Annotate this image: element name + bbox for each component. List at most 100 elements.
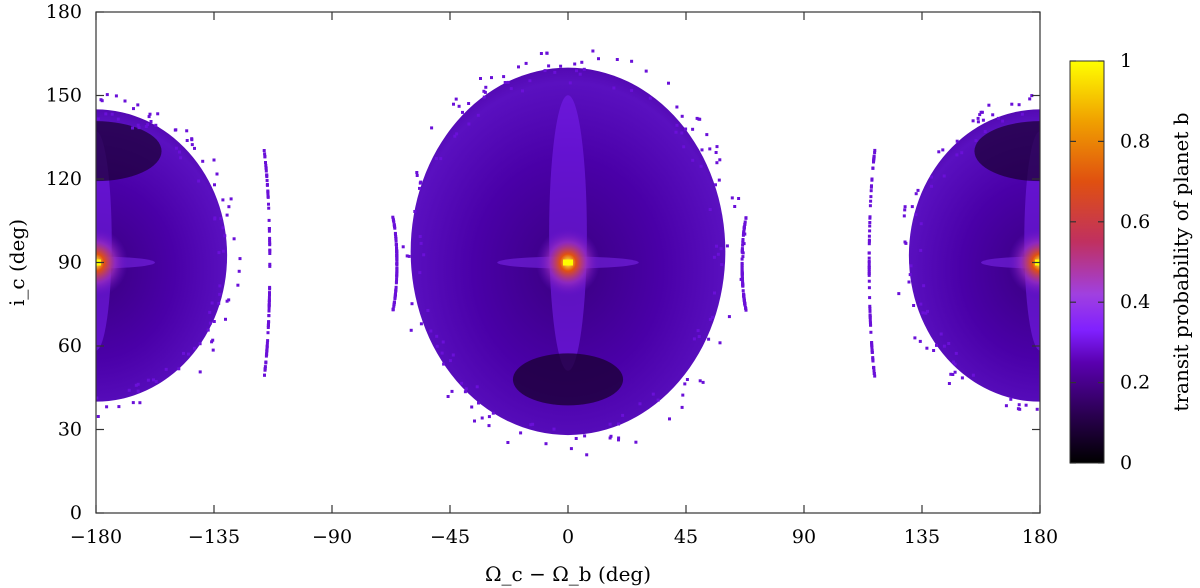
heatmap-cell — [740, 266, 744, 270]
heatmap-cell — [1152, 333, 1155, 336]
heatmap-cell — [543, 69, 547, 73]
heatmap-cell — [267, 300, 271, 304]
heatmap-cell — [741, 282, 745, 286]
heatmap-cell — [953, 370, 957, 374]
colorbar-gradient — [1069, 60, 1105, 464]
y-tick-label: 90 — [58, 252, 82, 274]
heatmap-cell — [1154, 206, 1157, 209]
heatmap-cell — [394, 235, 398, 238]
heatmap-cell — [517, 65, 520, 69]
heatmap-cell — [477, 401, 480, 405]
heatmap-cell — [267, 202, 270, 206]
heatmap-cell — [117, 405, 121, 409]
heatmap-cell — [422, 253, 426, 257]
heatmap-cell — [742, 299, 746, 303]
heatmap-cell — [41, 395, 44, 398]
heatmap-cell — [869, 322, 872, 325]
heatmap-peak — [96, 228, 128, 297]
heatmap-cell — [415, 174, 419, 177]
heatmap-cell — [714, 151, 718, 154]
heatmap-cell — [1164, 184, 1167, 187]
heatmap-cell — [1058, 103, 1061, 106]
heatmap-cell — [742, 292, 745, 296]
heatmap-cell — [983, 130, 987, 133]
x-tick-label: 135 — [904, 526, 940, 548]
heatmap-cell — [741, 243, 745, 247]
heatmap-cell — [265, 345, 269, 349]
heatmap-cell — [1159, 175, 1162, 178]
heatmap-cell — [210, 301, 214, 305]
heatmap-cell — [213, 216, 217, 220]
heatmap-cell — [696, 329, 700, 333]
heatmap-cell — [407, 254, 411, 258]
heatmap-cell — [467, 122, 471, 126]
colorbar-tick-label: 0 — [1120, 452, 1132, 474]
heatmap-cell — [630, 59, 634, 63]
heatmap-cell — [16, 138, 19, 141]
heatmap-cell — [490, 76, 493, 80]
heatmap-cell — [146, 123, 150, 127]
heatmap-cell — [460, 381, 464, 385]
heatmap-cell — [221, 198, 225, 202]
heatmap-cell — [930, 175, 934, 179]
heatmap-cell — [867, 286, 871, 290]
heatmap-cell — [212, 158, 216, 162]
heatmap-cell — [210, 340, 214, 344]
heatmap-cell — [925, 346, 929, 350]
heatmap-cell — [484, 85, 488, 89]
heatmap-cell — [395, 270, 399, 273]
heatmap-cell — [426, 309, 430, 312]
heatmap-cell — [491, 411, 495, 415]
heatmap-cell — [1162, 261, 1165, 264]
heatmap-cell — [224, 317, 227, 321]
heatmap-cell — [947, 342, 951, 345]
heatmap-cell — [393, 226, 397, 230]
heatmap-cell — [1142, 156, 1145, 159]
heatmap-cell — [742, 295, 746, 299]
colorbar-tick-label: 0.4 — [1120, 291, 1150, 313]
heatmap-cell — [263, 367, 267, 370]
heatmap-cell — [727, 315, 731, 319]
heatmap-cell — [909, 264, 913, 268]
heatmap-cell — [503, 81, 507, 84]
heatmap-cell — [164, 367, 168, 371]
heatmap-dark-patch — [974, 121, 1040, 182]
heatmap-cell — [870, 177, 874, 181]
heatmap-cell — [870, 345, 874, 349]
x-tick-label: −135 — [188, 526, 240, 548]
heatmap-cell — [708, 317, 712, 321]
heatmap-cell — [742, 232, 745, 236]
heatmap-cell — [144, 125, 148, 128]
y-tick-label: 30 — [58, 419, 82, 441]
heatmap-cell — [870, 349, 874, 353]
heatmap-cell — [487, 415, 491, 419]
heatmap-cell — [43, 386, 46, 389]
heatmap-cell — [1134, 347, 1137, 350]
heatmap-cell — [506, 441, 510, 444]
heatmap-cell — [179, 156, 183, 160]
heatmap-cell — [870, 341, 874, 344]
heatmap-cell — [531, 422, 535, 426]
heatmap-cell — [701, 380, 705, 384]
heatmap-cell — [971, 373, 975, 377]
heatmap-cell — [463, 390, 467, 394]
heatmap-cell — [395, 279, 398, 283]
heatmap-cell — [1004, 404, 1008, 408]
heatmap-cell — [740, 247, 744, 251]
heatmap-cell — [951, 373, 955, 376]
heatmap-cell — [1122, 359, 1125, 362]
heatmap-cell — [743, 302, 747, 306]
heatmap-cell — [597, 57, 600, 61]
heatmap-cell — [457, 104, 461, 108]
heatmap-cell — [910, 205, 914, 209]
heatmap-cell — [617, 438, 620, 442]
heatmap-cell — [521, 89, 524, 93]
heatmap-cell — [413, 210, 417, 213]
heatmap-cell — [952, 360, 955, 364]
heatmap-cell — [1147, 179, 1150, 182]
heatmap-cell — [264, 360, 268, 364]
colorbar-tick-label: 0.6 — [1120, 211, 1150, 233]
x-tick-label: −45 — [430, 526, 470, 548]
heatmap-cell — [264, 166, 268, 170]
heatmap-cell — [867, 256, 871, 260]
